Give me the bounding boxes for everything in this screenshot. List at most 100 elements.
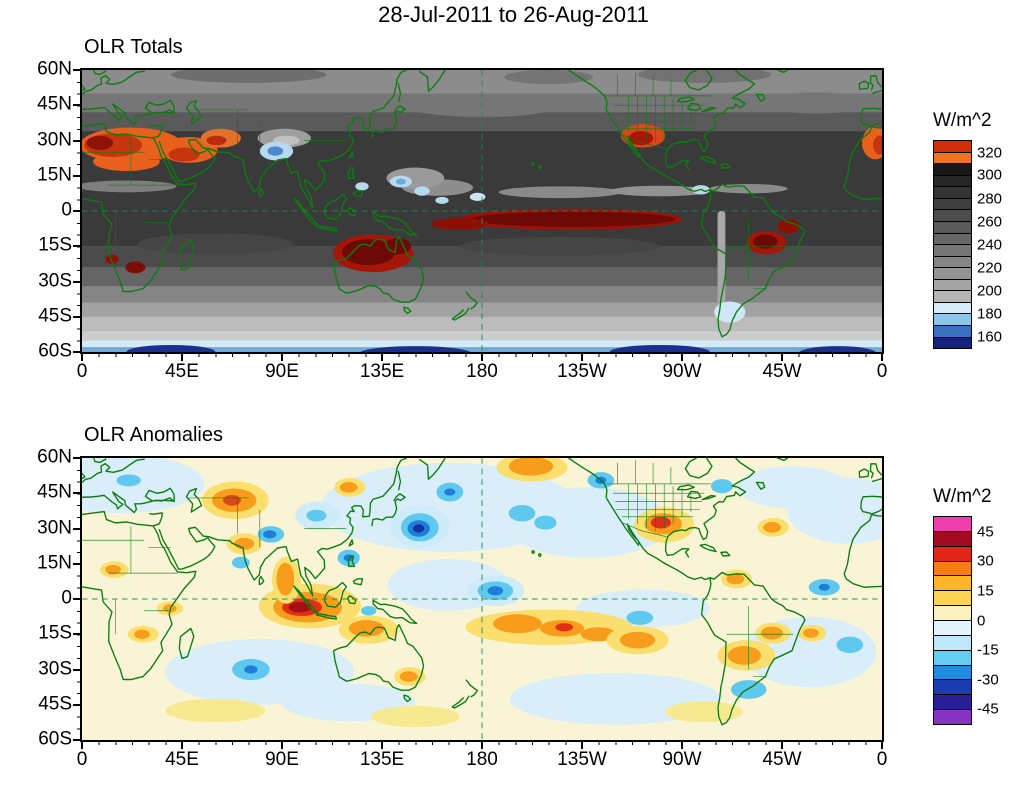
colorbar-cell xyxy=(934,267,971,279)
colorbar-units: W/m^2 xyxy=(933,110,992,131)
colorbar-cell xyxy=(934,575,971,591)
figure-title: 28-Jul-2011 to 26-Aug-2011 xyxy=(378,2,649,27)
lon-tick-label: 0 xyxy=(876,361,888,382)
lat-tick-label: 15N xyxy=(37,552,72,574)
lat-tick-label: 30N xyxy=(37,517,72,539)
colorbar-labels: 45 30 15 0 -15 -30 -45 xyxy=(977,517,1023,724)
colorbar-cell xyxy=(934,709,971,725)
lat-tick-label: 45N xyxy=(37,481,72,503)
lon-tick-label: 135W xyxy=(557,361,607,382)
colorbar-labels: 320 300 280 260 240 220 200 180 160 xyxy=(977,141,1023,348)
lat-tick-label: 60S xyxy=(38,340,72,362)
minor-ticks-y xyxy=(77,458,82,740)
lat-tick-label: 60S xyxy=(38,728,72,750)
colorbar-cell xyxy=(934,255,971,268)
lat-tick-label: 45N xyxy=(37,93,72,115)
lon-tick-label: 45W xyxy=(762,361,802,382)
lon-tick-label: 45E xyxy=(165,749,199,770)
minor-ticks-y xyxy=(77,70,82,352)
colorbar-cell xyxy=(934,530,971,546)
colorbar-label: 0 xyxy=(977,612,986,629)
colorbar-cell xyxy=(934,141,971,152)
colorbar-cell xyxy=(934,664,971,680)
colorbar-cell xyxy=(934,209,971,221)
colorbar-label: 260 xyxy=(977,213,1003,230)
colorbar-label: -30 xyxy=(977,671,999,689)
lon-tick-label: 135E xyxy=(359,361,405,382)
colorbar-label: 160 xyxy=(977,328,1003,345)
lon-tick-label: 0 xyxy=(876,749,888,770)
colorbar-label: 300 xyxy=(977,166,1003,184)
colorbar-cell xyxy=(934,244,971,256)
colorbar-cell xyxy=(934,197,971,210)
lat-tick-label: 15N xyxy=(37,164,72,186)
reference-lines xyxy=(82,458,882,740)
colorbar-cells xyxy=(933,140,972,349)
colorbar-cell xyxy=(934,186,971,198)
lon-tick-label: 0 xyxy=(76,361,88,382)
colorbar-cell xyxy=(934,694,971,710)
lon-tick-label: 135W xyxy=(557,749,607,770)
reference-lines xyxy=(82,70,882,352)
colorbar-cell xyxy=(934,634,971,650)
olr-anomalies-svg xyxy=(82,458,882,740)
colorbar-label: 180 xyxy=(977,305,1003,322)
lon-tick-label: 45E xyxy=(165,361,199,382)
lat-tick-label: 60N xyxy=(37,446,72,468)
colorbar-cell xyxy=(934,560,971,576)
colorbar-label: 30 xyxy=(977,552,994,570)
olr-totals-svg xyxy=(82,70,882,352)
colorbar-cell xyxy=(934,325,971,337)
colorbar-label: 220 xyxy=(977,259,1003,276)
colorbar-units: W/m^2 xyxy=(933,486,992,507)
colorbar-label: 15 xyxy=(977,582,994,600)
colorbar-label: 45 xyxy=(977,523,994,541)
panel-title: OLR Totals xyxy=(84,36,183,58)
colorbar-cell xyxy=(934,649,971,665)
olr-anomalies-map: 60N 45N 30N 15N 0 15S 30S 45S 60S 0 45E … xyxy=(37,447,887,770)
lon-tick-label: 90E xyxy=(265,361,299,382)
colorbar-cell xyxy=(934,313,971,325)
colorbar-cell xyxy=(934,151,971,164)
colorbar-label: 240 xyxy=(977,236,1003,253)
colorbar-cell xyxy=(934,605,971,621)
lat-tick-label: 45S xyxy=(38,693,72,715)
olr-totals-map: 60N 45N 30N 15N 0 15S 30S 45S 60S 0 45E … xyxy=(37,59,887,382)
lat-tick-label: 30S xyxy=(38,658,72,680)
colorbar-cell xyxy=(934,232,971,245)
lat-tick-label: 60N xyxy=(37,58,72,80)
lat-tick-label: 15S xyxy=(38,622,72,644)
lat-tick-label: 15S xyxy=(38,234,72,256)
colorbar-label: 200 xyxy=(977,282,1003,299)
colorbar-cell xyxy=(934,220,971,233)
panel-title: OLR Anomalies xyxy=(84,424,223,446)
colorbar-label: 280 xyxy=(977,190,1003,207)
tick-mark xyxy=(73,739,82,741)
colorbar-cell xyxy=(934,517,971,531)
lon-tick-label: 180 xyxy=(466,749,498,770)
lon-tick-label: 90W xyxy=(662,749,702,770)
tick-mark xyxy=(73,351,82,353)
colorbar-cell xyxy=(934,620,971,635)
colorbar-label: -45 xyxy=(977,700,999,718)
lat-tick-label: 45S xyxy=(38,305,72,327)
lat-tick-label: 0 xyxy=(61,199,72,221)
panel-olr-totals: OLR Totals xyxy=(0,36,1027,416)
lat-tick-label: 30S xyxy=(38,270,72,292)
colorbar-cell xyxy=(934,545,971,561)
colorbar-cell xyxy=(934,301,971,314)
panel-olr-anomalies: OLR Anomalies xyxy=(0,424,1027,788)
lon-tick-label: 90W xyxy=(662,361,702,382)
colorbar-cell xyxy=(934,278,971,291)
lon-tick-label: 0 xyxy=(76,749,88,770)
colorbar-cell xyxy=(934,336,971,349)
lon-tick-label: 90E xyxy=(265,749,299,770)
minor-ticks-x xyxy=(82,740,882,745)
tick-mark xyxy=(881,740,883,749)
colorbar-label: 320 xyxy=(977,144,1003,161)
colorbar-cells xyxy=(933,516,972,725)
lon-tick-label: 180 xyxy=(466,361,498,382)
lon-tick-label: 45W xyxy=(762,749,802,770)
colorbar-cell xyxy=(934,174,971,187)
